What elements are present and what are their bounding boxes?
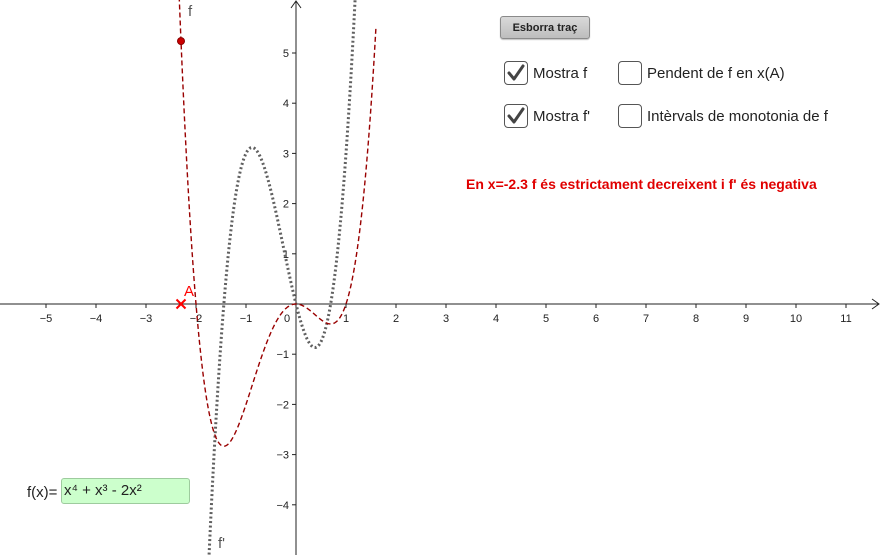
show-f-checkbox[interactable]: Mostra f — [504, 61, 587, 85]
y-tick-label: −1 — [276, 349, 289, 361]
x-tick-label: 2 — [393, 313, 399, 325]
y-tick-label: −4 — [276, 500, 289, 512]
show-fprime-label: Mostra f' — [533, 107, 591, 125]
monotonicity-checkbox[interactable]: Intèrvals de monotonia de f — [618, 104, 828, 128]
checkmark-icon — [507, 107, 525, 124]
y-tick-label: 3 — [283, 148, 289, 160]
fprime-curve[interactable] — [206, 0, 359, 555]
slope-label: Pendent de f en x(A) — [647, 64, 785, 82]
y-axis-arrow — [290, 0, 302, 9]
x-tick-label: 0 — [284, 313, 290, 325]
x-tick-label: 10 — [790, 313, 802, 325]
x-tick-label: −3 — [140, 313, 153, 325]
function-input[interactable]: x⁴ + x³ - 2x² — [61, 478, 190, 504]
y-tick-label: 2 — [283, 199, 289, 211]
x-tick-label: 11 — [840, 313, 851, 325]
show-fprime-checkbox[interactable]: Mostra f' — [504, 104, 590, 128]
checkmark-icon — [507, 64, 525, 81]
show-fprime-checkbox-box[interactable] — [504, 104, 528, 128]
x-tick-label: 3 — [443, 313, 449, 325]
y-tick-label: −2 — [276, 399, 289, 411]
point-a-marker[interactable] — [175, 298, 187, 310]
x-axis-arrow — [871, 298, 880, 310]
function-input-label: f(x)= — [27, 484, 58, 501]
monotonicity-label: Intèrvals de monotonia de f — [647, 107, 828, 125]
x-tick-label: −2 — [190, 313, 203, 325]
y-tick-label: 4 — [283, 98, 289, 110]
x-tick-label: 8 — [693, 313, 699, 325]
clear-trace-button[interactable]: Esborra traç — [500, 16, 590, 39]
slope-checkbox-box[interactable] — [618, 61, 642, 85]
show-f-checkbox-box[interactable] — [504, 61, 528, 85]
x-tick-label: 4 — [493, 313, 499, 325]
monotonicity-checkbox-box[interactable] — [618, 104, 642, 128]
point-a-cross-stroke — [175, 298, 187, 310]
f-point-on-curve[interactable] — [177, 37, 185, 46]
status-message: En x=-2.3 f és estrictament decreixent i… — [466, 176, 817, 192]
x-tick-label: 6 — [593, 313, 599, 325]
x-tick-label: 7 — [643, 313, 649, 325]
x-tick-label: 1 — [343, 313, 349, 325]
fprime-curve-label: f' — [218, 535, 225, 552]
point-a-label: A — [184, 283, 194, 300]
x-tick-label: 9 — [743, 313, 749, 325]
f-curve-label: f — [188, 3, 193, 20]
f-curve[interactable] — [171, 0, 377, 447]
x-tick-label: −5 — [40, 313, 53, 325]
y-tick-label: −3 — [276, 450, 289, 462]
slope-checkbox[interactable]: Pendent de f en x(A) — [618, 61, 785, 85]
x-tick-label: −1 — [240, 313, 253, 325]
show-f-label: Mostra f — [533, 64, 588, 82]
y-tick-label: 5 — [283, 48, 289, 60]
x-tick-label: −4 — [90, 313, 103, 325]
x-tick-label: 5 — [543, 313, 549, 325]
